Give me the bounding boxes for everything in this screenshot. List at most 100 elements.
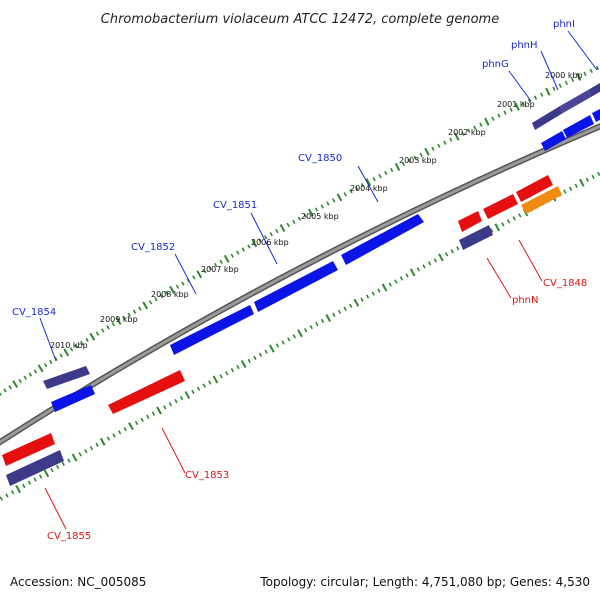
lower-tick [71, 453, 78, 462]
upper-tick [275, 228, 279, 234]
upper-tick [467, 128, 471, 133]
gene-blue-a[interactable] [541, 131, 566, 151]
lower-tick [258, 352, 263, 357]
lower-tick [106, 436, 111, 441]
upper-tick [196, 270, 203, 279]
upper-tick [589, 68, 593, 74]
upper-tick [576, 72, 582, 81]
upper-tick [431, 146, 435, 151]
upper-tick [106, 325, 110, 330]
gene-label-cv1852[interactable]: CV_1852 [131, 242, 175, 253]
upper-tick [49, 359, 53, 365]
gene-phnI-block[interactable] [588, 80, 600, 97]
gene-cv1853[interactable] [108, 370, 185, 414]
upper-tick [349, 189, 353, 194]
accession-label: Accession: NC_005085 [10, 575, 146, 589]
lower-tick [563, 189, 567, 194]
gene-phnN[interactable] [459, 225, 493, 250]
lower-tick [275, 343, 280, 348]
lower-tick [292, 334, 297, 339]
gene-label-phnG[interactable]: phnG [482, 59, 509, 70]
upper-tick [18, 378, 22, 384]
gene-label-phnH[interactable]: phnH [511, 40, 538, 51]
gene-cv1855[interactable] [6, 450, 64, 486]
gene-label-cv1854[interactable]: CV_1854 [12, 307, 56, 318]
gene-phnH-block[interactable] [560, 90, 591, 113]
gene-label-cv1848[interactable]: CV_1848 [543, 278, 587, 289]
upper-tick [230, 253, 234, 258]
lower-tick [585, 177, 590, 182]
lower-tick [568, 186, 573, 191]
gene-blue-c[interactable] [592, 107, 600, 122]
lower-tick [287, 337, 291, 342]
scale-label-2007: 2007 kbp [201, 265, 239, 274]
gene-cv1854-block-dark[interactable] [43, 366, 90, 389]
upper-tick [28, 372, 33, 377]
gene-cv1852[interactable] [170, 305, 254, 355]
lower-tick [240, 360, 247, 368]
lower-tick [494, 223, 501, 232]
upper-tick [214, 262, 218, 268]
gene-cv1850[interactable] [341, 214, 424, 265]
upper-tick [138, 306, 142, 311]
gene-red-a[interactable] [458, 211, 482, 232]
gene-cv1854[interactable] [51, 385, 95, 412]
lower-tick [184, 390, 191, 399]
upper-tick [69, 347, 74, 352]
gene-cv1851[interactable] [254, 261, 338, 312]
upper-tick [360, 183, 365, 188]
scale-label-2006: 2006 kbp [251, 238, 289, 247]
gene-label-phnN[interactable]: phnN [512, 295, 539, 306]
gene-red-left[interactable] [2, 433, 55, 466]
gene-red-c[interactable] [516, 175, 553, 202]
gene-label-phnI[interactable]: phnI [553, 19, 575, 30]
lower-tick [39, 474, 43, 479]
upper-tick [115, 317, 122, 326]
upper-tick [23, 375, 28, 380]
upper-tick [461, 131, 465, 136]
lower-tick [337, 309, 342, 314]
lower-tick [140, 417, 144, 423]
upper-tick [533, 95, 538, 100]
upper-tick [540, 92, 544, 97]
lower-tick [212, 375, 219, 384]
lower-tick [219, 374, 223, 379]
upper-tick [292, 219, 296, 224]
gene-label-cv1855[interactable]: CV_1855 [47, 531, 91, 542]
gene-label-cv1853[interactable]: CV_1853 [185, 470, 229, 481]
upper-tick [127, 312, 131, 317]
upper-tick [8, 385, 12, 390]
lower-tick [320, 318, 325, 324]
upper-tick [175, 284, 180, 289]
reverse-strand-genes [2, 175, 562, 486]
gene-phnG-block[interactable] [532, 106, 563, 130]
lower-tick [27, 480, 32, 485]
gene-cv1848[interactable] [521, 186, 562, 214]
gene-labels: phnI phnH phnG CV_1850 CV_1851 CV_1852 C… [12, 19, 587, 542]
upper-tick [85, 337, 89, 343]
gene-label-cv1850[interactable]: CV_1850 [298, 153, 342, 164]
upper-tick [3, 388, 7, 393]
upper-tick [365, 178, 372, 187]
upper-tick [303, 213, 307, 218]
upper-tick [503, 110, 507, 115]
lower-tick [574, 183, 578, 188]
lower-tick [117, 430, 122, 435]
upper-tick [552, 86, 556, 91]
upper-tick [332, 198, 336, 203]
gene-blue-b[interactable] [563, 115, 594, 138]
lower-tick [146, 414, 150, 419]
lower-tick [489, 228, 494, 233]
upper-tick [263, 235, 268, 240]
upper-tick [394, 162, 401, 171]
upper-tick [424, 147, 430, 156]
gene-red-b[interactable] [483, 194, 518, 219]
lower-tick [84, 449, 88, 454]
upper-tick [122, 315, 126, 321]
lower-tick [67, 458, 71, 463]
gene-label-cv1851[interactable]: CV_1851 [213, 200, 257, 211]
upper-tick [314, 207, 319, 212]
lower-tick [168, 402, 173, 407]
upper-tick [390, 167, 394, 173]
lower-tick [388, 282, 392, 287]
